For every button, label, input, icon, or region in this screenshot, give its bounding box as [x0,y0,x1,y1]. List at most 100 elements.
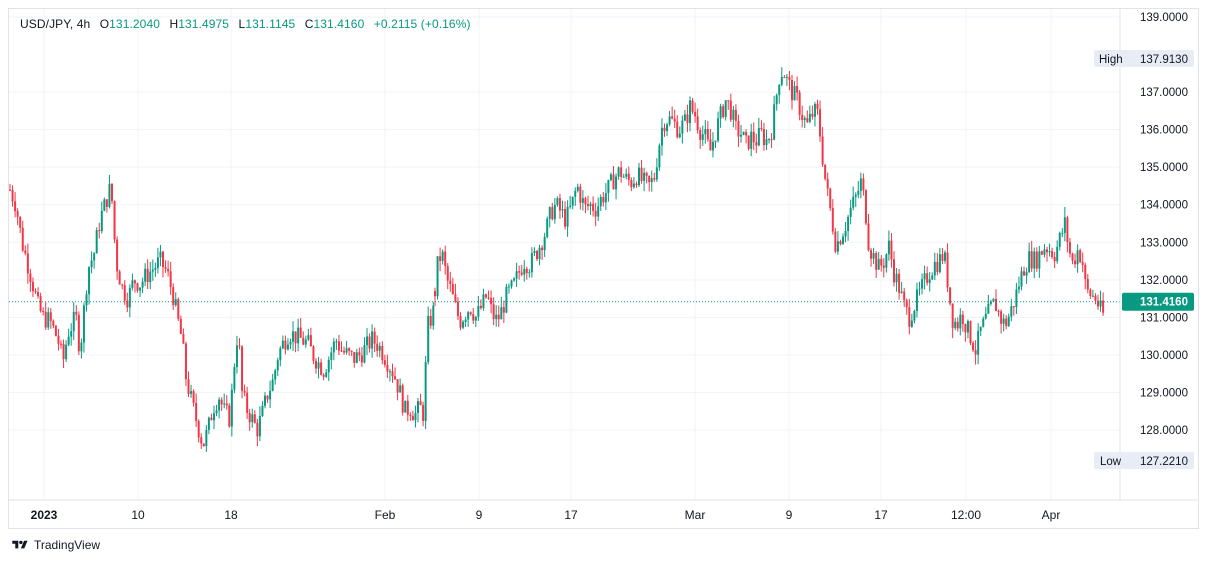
tradingview-attribution[interactable]: TradingView [10,538,100,552]
candle-body [722,106,725,118]
candle-body [768,139,771,141]
candle-body [383,360,386,365]
candle-body [474,316,477,321]
candle-body [903,291,906,301]
candle-body [37,291,40,297]
candle-body [1053,257,1056,262]
candle-body [949,287,952,304]
candle-body [864,190,867,224]
candle-body [100,210,103,232]
candle-body [918,288,921,290]
candle-body [900,291,903,293]
candle-body [997,311,1000,313]
candle-body [951,303,954,328]
candle-body [977,330,980,355]
candle-body [126,300,129,308]
candle-body [502,307,505,313]
candle-body [1058,232,1061,247]
candle-body [340,350,343,352]
candle-body [915,289,918,311]
candle-body [381,345,384,361]
candle-body [95,230,98,254]
candle-body [136,283,139,291]
candle-body [513,278,516,281]
time-axis[interactable]: 2023 10 18 Feb 9 17 Mar 9 17 12:00 Apr [31,508,1061,522]
candle-body [890,240,893,260]
candle-body [284,340,287,350]
close-label: C [304,17,314,31]
candle-body [765,139,768,146]
candle-body [167,268,170,272]
candle-body [737,120,740,137]
candle-body [803,118,806,120]
candle-body [495,314,498,320]
candle-body [928,279,931,283]
candle-body [857,190,860,195]
candle-body [1020,271,1023,287]
candle-body [913,310,916,321]
time-tick-label: Mar [685,508,706,522]
candle-body [602,197,605,203]
candle-body [276,360,279,371]
candle-body [887,240,890,255]
candle-body [1094,295,1097,301]
candle-body [808,113,811,122]
candle-body [60,343,62,345]
candle-body [1010,306,1013,317]
candle-body [172,287,175,306]
candle-body [987,303,990,314]
candle-body [1033,251,1036,269]
candle-body [982,318,985,327]
candle-body [378,345,381,351]
candle-body [813,103,816,117]
candle-body [609,174,612,181]
candle-body [88,267,91,295]
candle-body [487,297,490,299]
candle-body [819,109,822,137]
candle-body [752,131,755,143]
candle-body [197,421,200,438]
candle-body [77,314,80,352]
candle-body [469,312,472,315]
candle-body [441,251,444,261]
candle-body [456,301,459,316]
candle-body [622,176,625,178]
candle-body [417,401,419,413]
candle-body [406,400,409,415]
candle-body [658,145,661,168]
candle-body [505,286,508,313]
candle-body [195,402,198,422]
candle-body [238,345,241,347]
price-tick-label: 129.0000 [1140,387,1188,399]
candle-body [1028,251,1031,273]
candle-body [933,261,936,276]
candle-body [1071,253,1074,261]
candle-body [492,304,495,320]
candle-body [1102,300,1105,313]
candle-body [694,111,697,117]
candle-body [459,315,462,328]
candle-body [118,271,121,285]
candle-body [31,281,34,292]
candle-body [740,134,742,137]
candle-body [355,352,358,363]
candle-body [528,272,531,274]
candle-body [788,76,791,80]
candle-body [941,254,944,261]
high-value: 137.9130 [1140,54,1188,66]
price-axis[interactable]: 139.0000 137.0000 136.0000 135.0000 134.0000… [1140,12,1188,437]
candle-body [11,189,14,202]
candle-body [192,391,195,403]
candle-body [592,203,595,211]
candle-body [859,178,862,191]
candle-body [969,321,972,344]
candle-body [327,359,330,373]
candle-body [597,206,600,217]
candle-body [462,321,465,328]
high-value-legend: 131.4975 [178,17,230,31]
candle-body [1099,300,1102,307]
candle-body [541,247,544,251]
candle-body [627,173,630,180]
candle-body [650,178,653,183]
